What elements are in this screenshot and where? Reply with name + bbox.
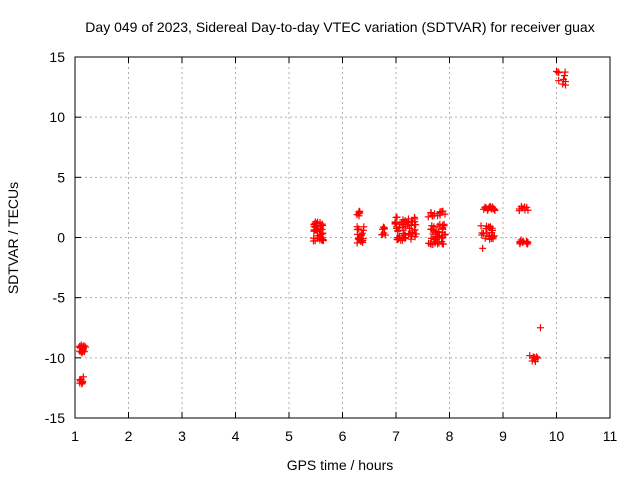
data-point xyxy=(78,379,86,387)
data-point xyxy=(491,206,499,214)
data-point xyxy=(431,239,439,247)
data-point xyxy=(559,80,567,88)
data-point xyxy=(319,237,327,245)
x-tick-label: 8 xyxy=(446,428,454,444)
plot-frame xyxy=(74,56,611,419)
data-point xyxy=(79,344,87,352)
data-point xyxy=(523,203,531,211)
y-tick-label: -10 xyxy=(45,350,65,366)
data-point xyxy=(379,223,387,231)
x-tick-label: 6 xyxy=(339,428,347,444)
data-point xyxy=(528,357,536,365)
data-point xyxy=(526,352,534,360)
x-tick-label: 9 xyxy=(499,428,507,444)
data-point xyxy=(360,223,368,231)
x-tick-label: 11 xyxy=(603,428,618,444)
data-point xyxy=(394,236,402,244)
data-point xyxy=(523,240,531,248)
data-point xyxy=(397,236,405,244)
data-point xyxy=(479,244,487,252)
data-point xyxy=(400,229,408,237)
data-point xyxy=(401,231,409,239)
x-tick-labels: 1 2 3 4 5 6 7 8 9 10 11 xyxy=(71,428,617,444)
data-point xyxy=(318,225,326,233)
chart-title: Day 049 of 2023, Sidereal Day-to-day VTE… xyxy=(85,19,594,35)
data-point xyxy=(430,223,438,231)
data-point xyxy=(553,67,560,75)
data-point xyxy=(485,231,493,239)
data-point xyxy=(430,235,438,243)
y-axis-label: SDTVAR / TECUs xyxy=(5,182,21,294)
data-point xyxy=(313,232,321,240)
data-point xyxy=(536,324,544,332)
data-point xyxy=(483,222,491,230)
x-tick-label: 5 xyxy=(285,428,293,444)
x-tick-label: 1 xyxy=(71,428,79,444)
data-point xyxy=(380,224,388,232)
y-tick-label: -15 xyxy=(45,410,65,426)
x-axis-label: GPS time / hours xyxy=(287,457,394,473)
points-layer xyxy=(76,67,570,388)
data-point xyxy=(358,229,366,237)
x-tick-label: 3 xyxy=(178,428,186,444)
y-tick-label: 10 xyxy=(49,109,65,125)
data-point xyxy=(516,240,524,248)
data-point xyxy=(316,219,324,227)
y-tick-labels: -15 -10 -5 0 5 10 15 xyxy=(45,49,65,426)
data-point xyxy=(430,211,438,219)
data-point xyxy=(432,229,440,237)
data-point xyxy=(481,234,489,242)
data-point xyxy=(79,373,87,381)
data-point xyxy=(441,210,449,218)
data-point xyxy=(561,68,569,76)
data-point xyxy=(359,235,367,243)
data-point xyxy=(393,213,401,221)
y-tick-label: 5 xyxy=(57,169,65,185)
data-point xyxy=(358,231,366,239)
data-point xyxy=(534,354,542,362)
data-point xyxy=(312,226,320,234)
data-point xyxy=(424,213,432,221)
x-tick-label: 4 xyxy=(232,428,240,444)
data-point xyxy=(560,72,568,80)
data-point xyxy=(353,211,361,219)
data-point xyxy=(399,224,407,232)
y-tick-label: -5 xyxy=(53,290,66,306)
data-point xyxy=(517,202,525,210)
data-point xyxy=(524,206,532,214)
y-tick-label: 15 xyxy=(49,49,65,65)
x-tick-label: 10 xyxy=(549,428,565,444)
data-point xyxy=(353,223,361,231)
data-point xyxy=(555,77,563,85)
data-point xyxy=(310,222,318,230)
grid-layer xyxy=(75,57,610,418)
data-point xyxy=(436,208,444,216)
data-point xyxy=(489,233,497,241)
data-point xyxy=(481,203,489,211)
y-tick-label: 0 xyxy=(57,230,65,246)
data-point xyxy=(529,353,537,361)
data-point xyxy=(398,218,406,226)
data-point xyxy=(381,231,389,239)
data-point xyxy=(309,237,317,245)
data-point xyxy=(519,204,527,212)
data-point xyxy=(317,233,325,241)
x-tick-label: 2 xyxy=(125,428,133,444)
data-point xyxy=(438,234,446,242)
data-point xyxy=(319,229,327,237)
data-point xyxy=(393,224,401,232)
data-point xyxy=(78,348,86,356)
data-point xyxy=(408,217,416,225)
x-tick-label: 7 xyxy=(392,428,400,444)
data-point xyxy=(411,230,419,238)
data-point xyxy=(316,236,324,244)
data-point xyxy=(434,232,442,240)
